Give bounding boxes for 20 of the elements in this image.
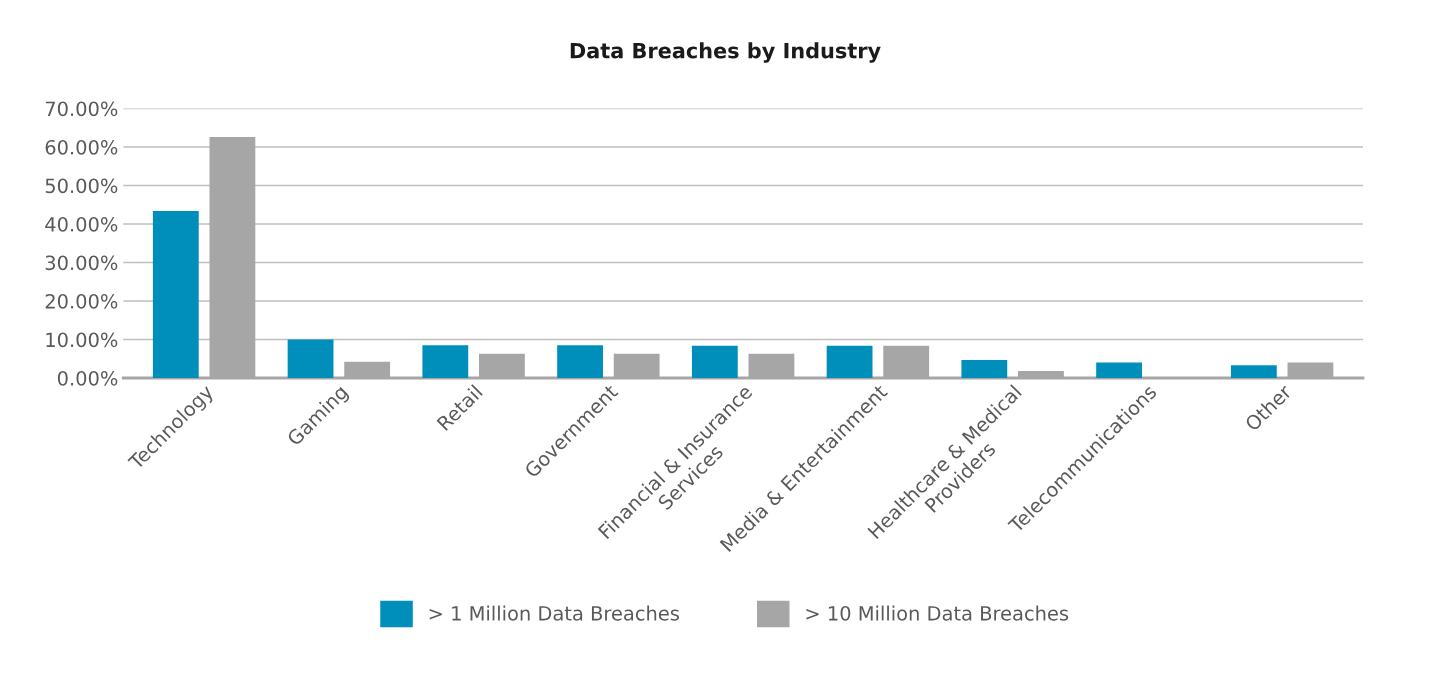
bar — [1096, 362, 1142, 378]
bar — [557, 345, 603, 378]
bar — [691, 345, 738, 378]
y-tick-label: 0.00% — [57, 370, 118, 386]
bar — [961, 359, 1008, 378]
legend-label: > 10 Million Data Breaches — [806, 605, 1069, 621]
bar — [152, 210, 199, 378]
y-tick-label: 50.00% — [45, 178, 118, 194]
bar — [422, 345, 469, 378]
y-tick-label: 30.00% — [45, 255, 118, 271]
bar — [826, 345, 873, 378]
bar — [1230, 365, 1277, 378]
chart-title: Data Breaches by Industry — [570, 42, 881, 63]
y-tick-label: 70.00% — [45, 101, 118, 117]
y-tick-label: 40.00% — [45, 216, 118, 232]
y-tick-label: 10.00% — [46, 332, 118, 348]
bar — [287, 339, 334, 378]
y-tick-label: 60.00% — [45, 139, 118, 155]
legend-label: > 1 Million Data Breaches — [429, 605, 679, 621]
y-tick-label: 20.00% — [45, 293, 118, 309]
